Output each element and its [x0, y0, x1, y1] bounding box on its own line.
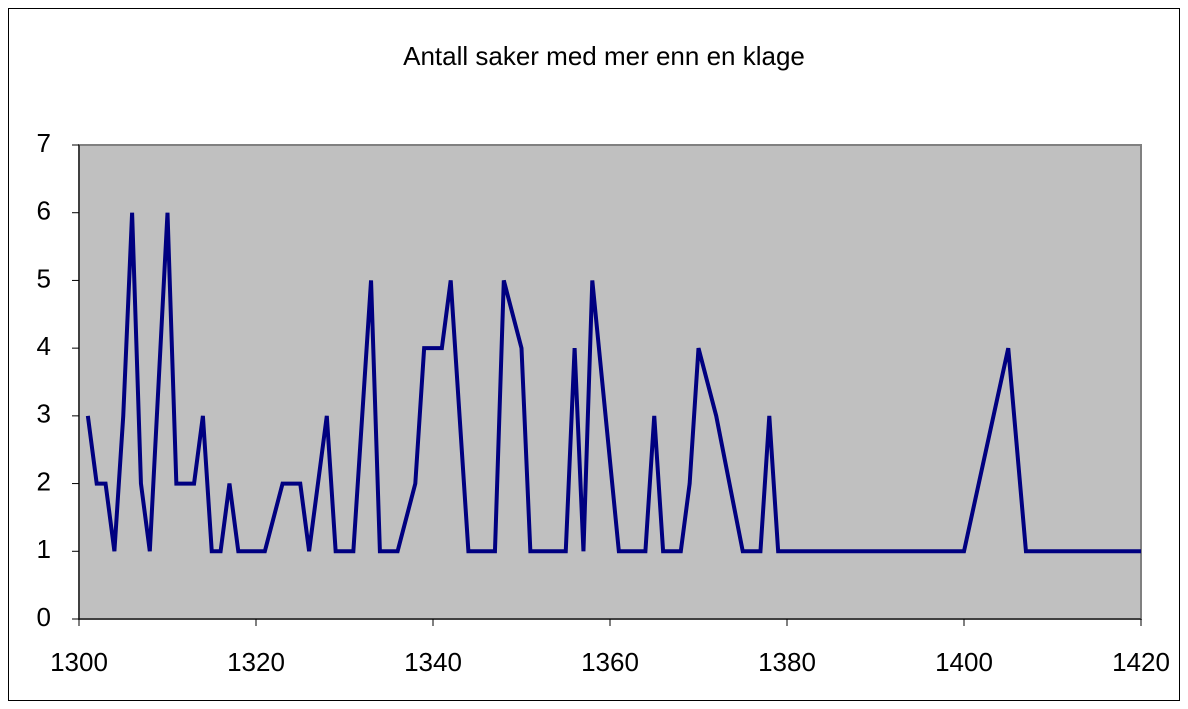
chart-title: Antall saker med mer enn en klage	[403, 41, 805, 71]
y-tick-label: 6	[37, 196, 51, 226]
y-tick-label: 1	[37, 534, 51, 564]
y-tick-label: 0	[37, 602, 51, 632]
x-tick-label: 1320	[227, 647, 285, 677]
y-tick-label: 5	[37, 263, 51, 293]
x-tick-label: 1400	[935, 647, 993, 677]
y-tick-label: 2	[37, 466, 51, 496]
y-tick-label: 7	[37, 128, 51, 158]
x-tick-label: 1340	[404, 647, 462, 677]
x-tick-label: 1360	[581, 647, 639, 677]
x-tick-label: 1380	[758, 647, 816, 677]
x-tick-label: 1420	[1112, 647, 1170, 677]
plot-area	[78, 144, 1142, 620]
y-tick-label: 4	[37, 331, 51, 361]
y-tick-label: 3	[37, 399, 51, 429]
data-line	[85, 212, 1141, 554]
x-tick-label: 1300	[50, 647, 108, 677]
